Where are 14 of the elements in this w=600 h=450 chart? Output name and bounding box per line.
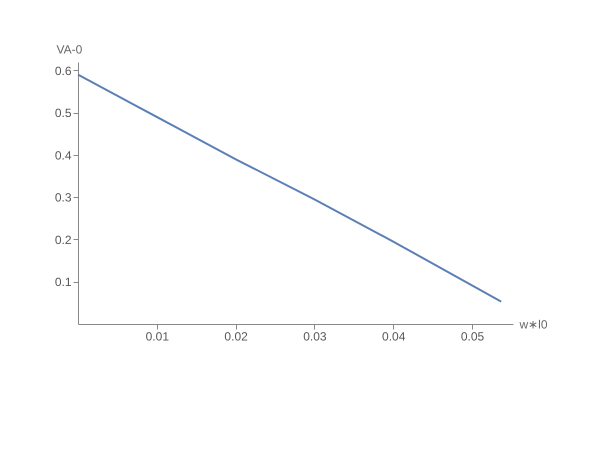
x-tick-label: 0.04: [382, 330, 406, 344]
y-tick-label: 0.4: [54, 148, 72, 162]
y-tick-label: 0.1: [54, 275, 72, 290]
y-tick-label: 0.3: [54, 190, 72, 205]
y-tick-label: 0.6: [54, 64, 72, 78]
y-tick-label: 0.2: [54, 232, 72, 247]
x-tick-label: 0.03: [303, 330, 327, 344]
x-tick-label: 0.01: [146, 330, 170, 344]
x-tick-label: 0.02: [224, 330, 248, 344]
line-series: [77, 74, 502, 303]
y-axis-title: VA-0: [56, 42, 83, 56]
x-tick-label: 0.05: [460, 330, 485, 344]
x-axis-title: w∗l0: [518, 318, 548, 332]
y-tick-label: 0.5: [54, 106, 72, 120]
